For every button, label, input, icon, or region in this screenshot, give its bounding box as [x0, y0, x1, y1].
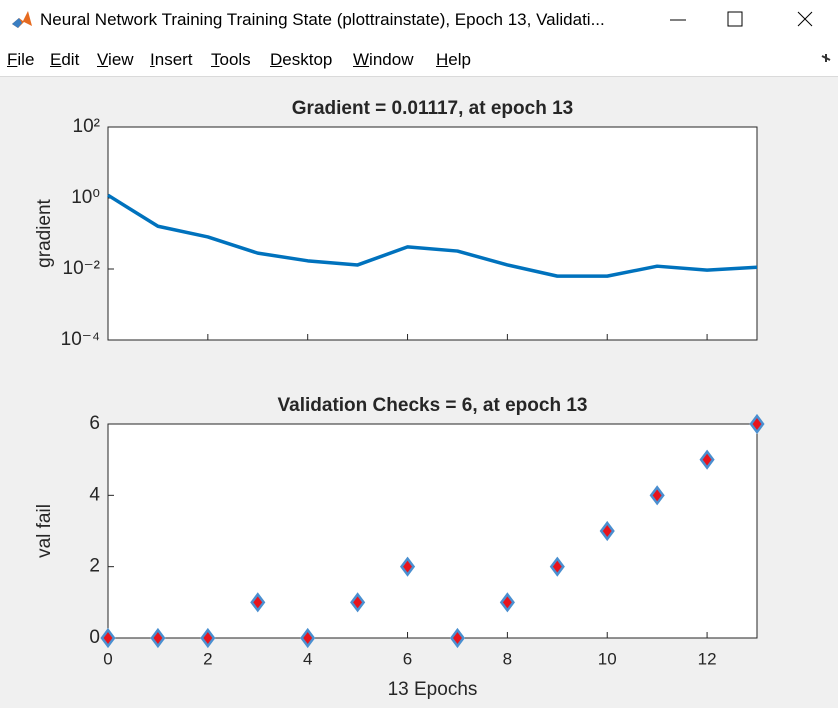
x-tick-label: 2	[203, 649, 212, 668]
data-point	[549, 556, 565, 577]
y-axis-label: gradient	[34, 198, 55, 267]
data-point	[599, 520, 615, 542]
axes-background	[107, 126, 758, 341]
x-tick-label: 4	[303, 649, 312, 668]
data-point	[250, 592, 266, 613]
menu-item[interactable]: Help	[436, 50, 471, 69]
chart-title: Gradient = 0.01117, at epoch 13	[292, 98, 573, 119]
menu-item[interactable]: View	[97, 50, 134, 69]
data-point	[449, 627, 466, 649]
window-title: Neural Network Training Training State (…	[40, 10, 605, 29]
data-point	[649, 485, 665, 506]
data-point	[300, 627, 316, 649]
x-tick-label: 8	[503, 649, 512, 668]
gradient-line	[107, 193, 758, 278]
menu-item[interactable]: Desktop	[270, 50, 333, 69]
x-axis-label: 13 Epochs	[388, 679, 478, 700]
close-button[interactable]	[797, 11, 813, 27]
y-tick-label: 2	[89, 556, 100, 577]
y-tick-label: 10²	[73, 116, 100, 137]
y-tick-label: 10⁻⁴	[61, 329, 100, 350]
menu-item[interactable]: Tools	[211, 50, 251, 69]
data-point	[150, 627, 166, 649]
x-tick-label: 6	[403, 649, 412, 668]
menu-bar: File Edit View Insert Tools Desktop Window Help	[0, 40, 838, 77]
x-tick-label: 12	[698, 649, 717, 668]
menu-item[interactable]: Edit	[50, 50, 80, 69]
y-tick-label: 4	[89, 484, 100, 505]
y-tick-label: 10⁻²	[63, 258, 101, 279]
y-tick-label: 0	[89, 627, 100, 648]
y-tick-label: 6	[89, 413, 100, 434]
x-tick-label: 10	[598, 649, 617, 668]
data-point	[399, 556, 416, 577]
title-bar: Neural Network Training Training State (…	[0, 0, 838, 40]
y-axis-label: val fail	[34, 504, 55, 558]
y-tick-label: 10⁰	[71, 187, 100, 208]
data-point	[200, 627, 216, 649]
dock-arrow[interactable]	[821, 54, 831, 62]
axes-background	[107, 423, 758, 639]
x-tick-label: 0	[103, 649, 112, 668]
menu-item[interactable]: File	[7, 50, 35, 69]
chart-title: Validation Checks = 6, at epoch 13	[278, 395, 588, 416]
data-point	[499, 592, 515, 613]
app-icon	[12, 11, 32, 28]
maximize-button[interactable]	[727, 11, 743, 27]
data-point	[699, 449, 715, 470]
data-point	[749, 413, 765, 435]
data-point	[350, 592, 366, 613]
window-controls	[670, 11, 813, 27]
menu-item[interactable]: Window	[353, 50, 414, 69]
data-point	[100, 627, 116, 649]
menu-item[interactable]: Insert	[150, 50, 193, 69]
